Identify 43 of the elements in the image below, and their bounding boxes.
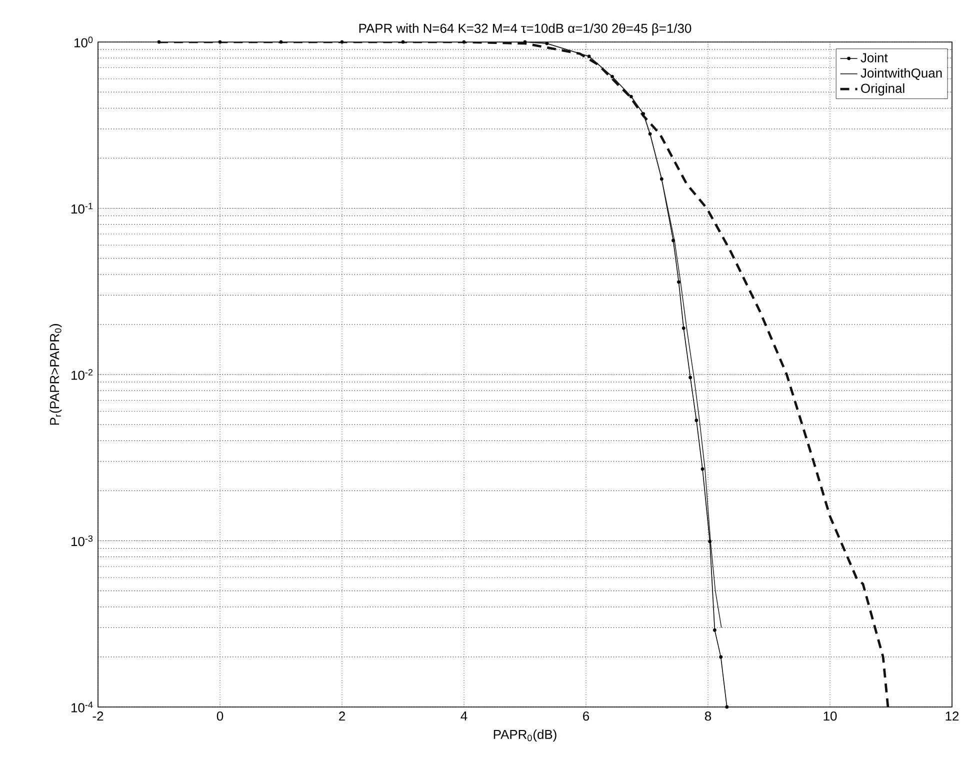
point xyxy=(610,74,614,78)
y-tick-label: 10$^{-4}$ xyxy=(72,702,93,712)
point xyxy=(218,40,222,44)
point xyxy=(157,40,161,44)
point xyxy=(672,238,675,242)
y-tick-label: 10$^{-2}$ xyxy=(72,369,93,380)
x-tick-label: 4 xyxy=(460,712,468,720)
legend-label: Original xyxy=(861,83,904,96)
point xyxy=(648,132,652,136)
point xyxy=(677,280,680,284)
point xyxy=(401,40,405,44)
x-tick-label: 2 xyxy=(339,712,345,721)
y-axis-title: P$_{r}$(PAPR>PAPR$_{0}$) xyxy=(50,324,62,425)
legend-label: JointwithQuan xyxy=(860,68,942,80)
x-tick-label: 10 xyxy=(824,712,837,721)
y-tick-label: 10$^{-3}$ xyxy=(72,535,93,546)
point xyxy=(279,40,283,44)
point xyxy=(713,628,716,632)
legend-label: Joint xyxy=(860,52,888,62)
point xyxy=(462,40,466,44)
point xyxy=(719,655,723,659)
point xyxy=(682,326,686,330)
point xyxy=(629,94,633,98)
y-tick-label: 10$^{0}$ xyxy=(74,36,93,48)
point xyxy=(523,40,527,44)
x-tick-label: 0 xyxy=(216,712,224,721)
point xyxy=(700,467,704,471)
point xyxy=(642,112,646,116)
x-axis-title: PAPR$_{0}$(dB) xyxy=(494,730,556,742)
point xyxy=(660,177,664,181)
point xyxy=(688,376,692,380)
y-tick-label: 10$^{-1}$ xyxy=(72,202,93,214)
x-tick-label: -2 xyxy=(92,712,104,721)
point xyxy=(340,40,344,44)
x-tick-label: 6 xyxy=(583,712,590,721)
x-tick-label: 8 xyxy=(704,712,712,721)
point xyxy=(725,705,729,709)
x-tick-label: 12 xyxy=(946,712,959,721)
point xyxy=(545,42,549,46)
point xyxy=(587,54,591,58)
point xyxy=(708,540,712,544)
chart-title: PAPR with N=64 K=32 M=4 τ=10dB α=1/30 2θ=45 β=1/30 xyxy=(359,23,692,36)
point xyxy=(694,418,698,422)
